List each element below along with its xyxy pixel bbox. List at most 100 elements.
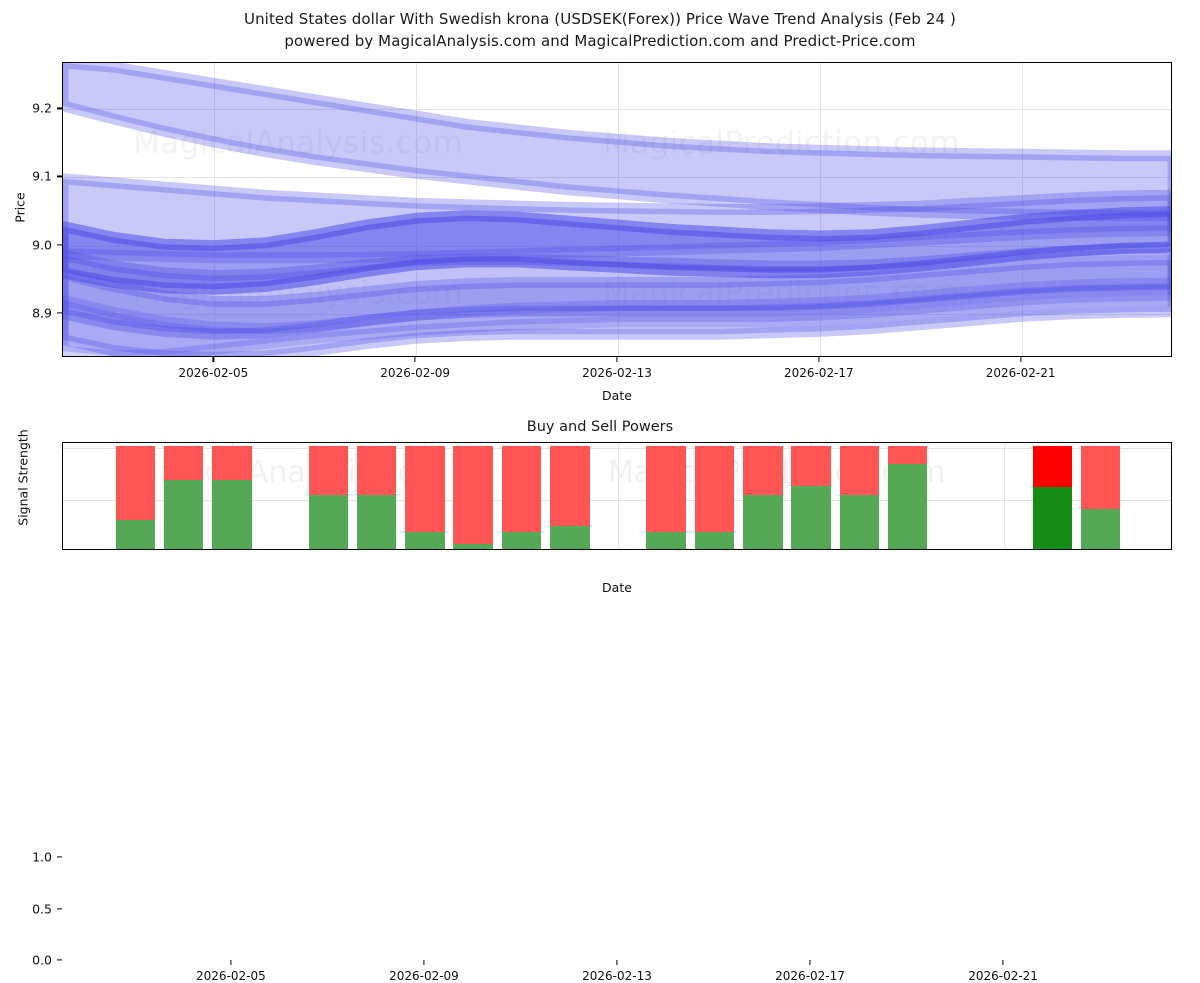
- x-tick-mark: [809, 960, 811, 965]
- wave-band: [63, 277, 1171, 356]
- price-y-tick-label: 9.0: [32, 237, 52, 253]
- sell-power-bar[interactable]: [212, 446, 252, 481]
- bar-group[interactable]: [453, 443, 493, 549]
- sell-power-bar[interactable]: [405, 446, 445, 532]
- buy-power-bar[interactable]: [501, 531, 542, 549]
- buy-power-bar[interactable]: [887, 463, 928, 549]
- price-wave-panel: Price MagicalAnalysis.com MagicalPredict…: [0, 0, 1200, 410]
- signal-x-tick-label: 2026-02-09: [389, 969, 459, 983]
- signal-x-tick-label: 2026-02-05: [196, 969, 266, 983]
- gridline: [63, 448, 1171, 450]
- sell-power-bar[interactable]: [742, 446, 783, 495]
- buy-power-bar[interactable]: [839, 494, 880, 549]
- bar-group[interactable]: [694, 443, 735, 549]
- bar-group[interactable]: [791, 443, 831, 549]
- buy-power-bar[interactable]: [1080, 508, 1121, 549]
- page-title: United States dollar With Swedish krona …: [244, 10, 956, 28]
- gridline: [63, 313, 1171, 315]
- buy-power-bar[interactable]: [791, 486, 831, 549]
- bar-group[interactable]: [308, 443, 349, 549]
- gridline: [416, 63, 418, 356]
- buy-power-bar[interactable]: [453, 543, 493, 549]
- sell-power-bar[interactable]: [694, 446, 735, 532]
- price-x-tick-label: 2026-02-05: [178, 366, 249, 380]
- page-subtitle: powered by MagicalAnalysis.com and Magic…: [284, 32, 916, 50]
- y-tick-mark: [57, 959, 62, 961]
- gridline: [63, 499, 1171, 501]
- gridline: [618, 443, 619, 549]
- bar-group[interactable]: [115, 443, 156, 549]
- signal-x-tick-label: 2026-02-17: [775, 969, 845, 983]
- buy-power-bar[interactable]: [115, 520, 156, 549]
- sell-power-bar[interactable]: [163, 446, 204, 481]
- y-tick-mark: [57, 856, 62, 858]
- price-y-tick-label: 9.2: [32, 100, 52, 116]
- gridline: [1004, 443, 1006, 549]
- y-tick-mark: [57, 312, 62, 314]
- buy-power-bar[interactable]: [212, 480, 252, 549]
- bar-group[interactable]: [839, 443, 880, 549]
- bar-group[interactable]: [356, 443, 397, 549]
- wave-band: [63, 254, 1171, 356]
- signal-x-axis-label: Date: [602, 580, 632, 595]
- bar-group[interactable]: [646, 443, 687, 549]
- x-tick-mark: [212, 357, 214, 362]
- buy-power-bar[interactable]: [308, 494, 349, 549]
- sell-power-bar[interactable]: [308, 446, 349, 495]
- buy-power-bar[interactable]: [694, 531, 735, 549]
- buy-power-bar[interactable]: [742, 494, 783, 549]
- x-tick-mark: [818, 357, 820, 362]
- buy-power-bar[interactable]: [1032, 487, 1073, 549]
- price-x-tick-label: 2026-02-13: [582, 366, 652, 380]
- bar-group[interactable]: [1080, 443, 1121, 549]
- signal-y-tick-label: 0.5: [32, 901, 52, 917]
- bar-group[interactable]: [549, 443, 590, 549]
- gridline: [63, 177, 1171, 179]
- bar-group[interactable]: [405, 443, 445, 549]
- bar-group[interactable]: [212, 443, 252, 549]
- buy-power-bar[interactable]: [405, 531, 445, 549]
- sell-power-bar[interactable]: [887, 446, 928, 464]
- gridline: [1021, 63, 1023, 356]
- x-tick-mark: [414, 357, 416, 362]
- x-tick-mark: [423, 960, 425, 965]
- buy-power-bar[interactable]: [549, 526, 590, 549]
- sell-power-bar[interactable]: [839, 446, 880, 495]
- gridline: [214, 63, 216, 356]
- price-plot-area: MagicalAnalysis.com MagicalPrediction.co…: [62, 62, 1172, 357]
- sell-power-bar[interactable]: [1032, 446, 1073, 488]
- sell-power-bar[interactable]: [501, 446, 542, 532]
- price-x-tick-label: 2026-02-09: [380, 366, 451, 380]
- y-tick-mark: [57, 907, 62, 910]
- signal-x-tick-label: 2026-02-21: [968, 969, 1038, 983]
- sell-power-bar[interactable]: [646, 446, 687, 532]
- signal-y-tick-label: 1.0: [32, 849, 52, 865]
- bar-group[interactable]: [887, 443, 928, 549]
- bar-group[interactable]: [163, 443, 204, 549]
- sell-power-bar[interactable]: [549, 446, 590, 527]
- sell-power-bar[interactable]: [115, 446, 156, 521]
- sell-power-bar[interactable]: [791, 446, 831, 487]
- price-axis-label: Price: [12, 192, 28, 223]
- buy-sell-plot-area: MagicalAnalysis.com MagicalPrediction.co…: [62, 442, 1172, 550]
- x-tick-mark: [1020, 357, 1022, 362]
- bar-group[interactable]: [501, 443, 542, 549]
- sell-power-bar[interactable]: [453, 446, 493, 544]
- signal-x-tick-label: 2026-02-13: [582, 969, 652, 983]
- price-y-tick-label: 8.9: [32, 305, 52, 321]
- buy-power-bar[interactable]: [356, 494, 397, 549]
- wave-band: [63, 63, 1171, 222]
- wave-band: [63, 206, 1171, 295]
- price-wave-bands: [63, 63, 1171, 356]
- bar-group[interactable]: [1032, 443, 1073, 549]
- price-x-tick-label: 2026-02-17: [783, 366, 854, 380]
- buy-power-bar[interactable]: [646, 531, 687, 549]
- buy-power-bar[interactable]: [163, 480, 204, 549]
- buy-sell-panel: Buy and Sell Powers Signal Strength Magi…: [0, 410, 1200, 983]
- sell-power-bar[interactable]: [1080, 446, 1121, 509]
- x-tick-mark: [1002, 960, 1004, 965]
- y-tick-mark: [57, 243, 62, 246]
- sell-power-bar[interactable]: [356, 446, 397, 495]
- x-tick-mark: [616, 960, 618, 965]
- bar-group[interactable]: [742, 443, 783, 549]
